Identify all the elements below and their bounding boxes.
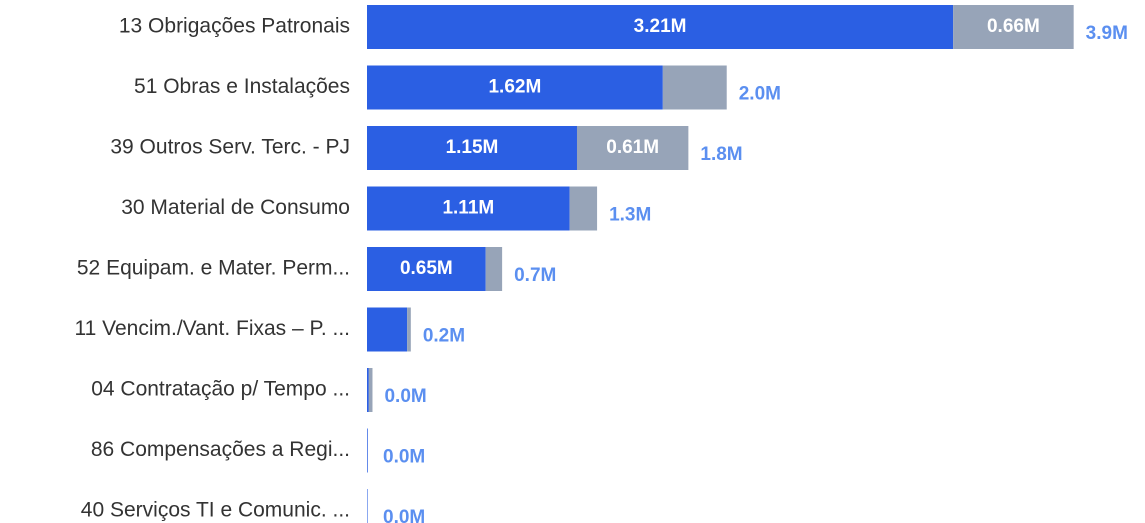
bar-segment xyxy=(569,186,598,231)
bar-segment xyxy=(367,368,369,412)
segment-label: 0.65M xyxy=(400,258,453,279)
category-label: 30 Material de Consumo xyxy=(121,196,350,219)
category-label: 40 Serviços TI e Comunic. ... xyxy=(81,499,350,522)
segment-label: 1.15M xyxy=(446,137,499,158)
category-label: 13 Obrigações Patronais xyxy=(119,15,350,38)
segment-label: 1.62M xyxy=(488,77,541,98)
total-label: 0.7M xyxy=(514,265,556,286)
bar-segment xyxy=(367,489,368,523)
category-label: 51 Obras e Instalações xyxy=(134,75,350,98)
total-label: 2.0M xyxy=(739,84,781,105)
segment-label: 3.21M xyxy=(634,16,687,37)
bar-segment xyxy=(485,247,503,291)
total-label: 1.8M xyxy=(700,144,742,165)
bar-segment xyxy=(576,126,689,170)
total-label: 0.0M xyxy=(383,447,425,468)
category-label: 52 Equipam. e Mater. Perm... xyxy=(77,257,350,280)
bar-segment xyxy=(367,126,577,170)
category-label: 39 Outros Serv. Terc. - PJ xyxy=(110,136,350,159)
category-label: 04 Contratação p/ Tempo ... xyxy=(91,378,350,401)
total-label: 1.3M xyxy=(609,205,651,226)
category-label: 11 Vencim./Vant. Fixas – P. ... xyxy=(75,317,350,340)
bar-segment xyxy=(407,307,411,352)
bar-segment xyxy=(367,428,368,473)
bar-segment xyxy=(367,186,570,231)
bar-segment xyxy=(367,247,486,291)
bar-segment xyxy=(368,368,373,412)
segment-label: 1.11M xyxy=(442,198,494,219)
bar-segment xyxy=(367,307,408,352)
bar-segment xyxy=(367,5,954,49)
bar-segment xyxy=(662,65,727,110)
bar-segment xyxy=(367,65,663,110)
category-label: 86 Compensações a Regi... xyxy=(91,438,350,461)
total-label: 0.0M xyxy=(383,507,425,523)
total-label: 0.0M xyxy=(384,386,426,407)
segment-label: 0.61M xyxy=(606,137,659,158)
total-label: 0.2M xyxy=(423,326,465,347)
total-label: 3.9M xyxy=(1086,23,1128,44)
bar-segment xyxy=(953,5,1074,49)
segment-label: 0.66M xyxy=(987,16,1040,37)
